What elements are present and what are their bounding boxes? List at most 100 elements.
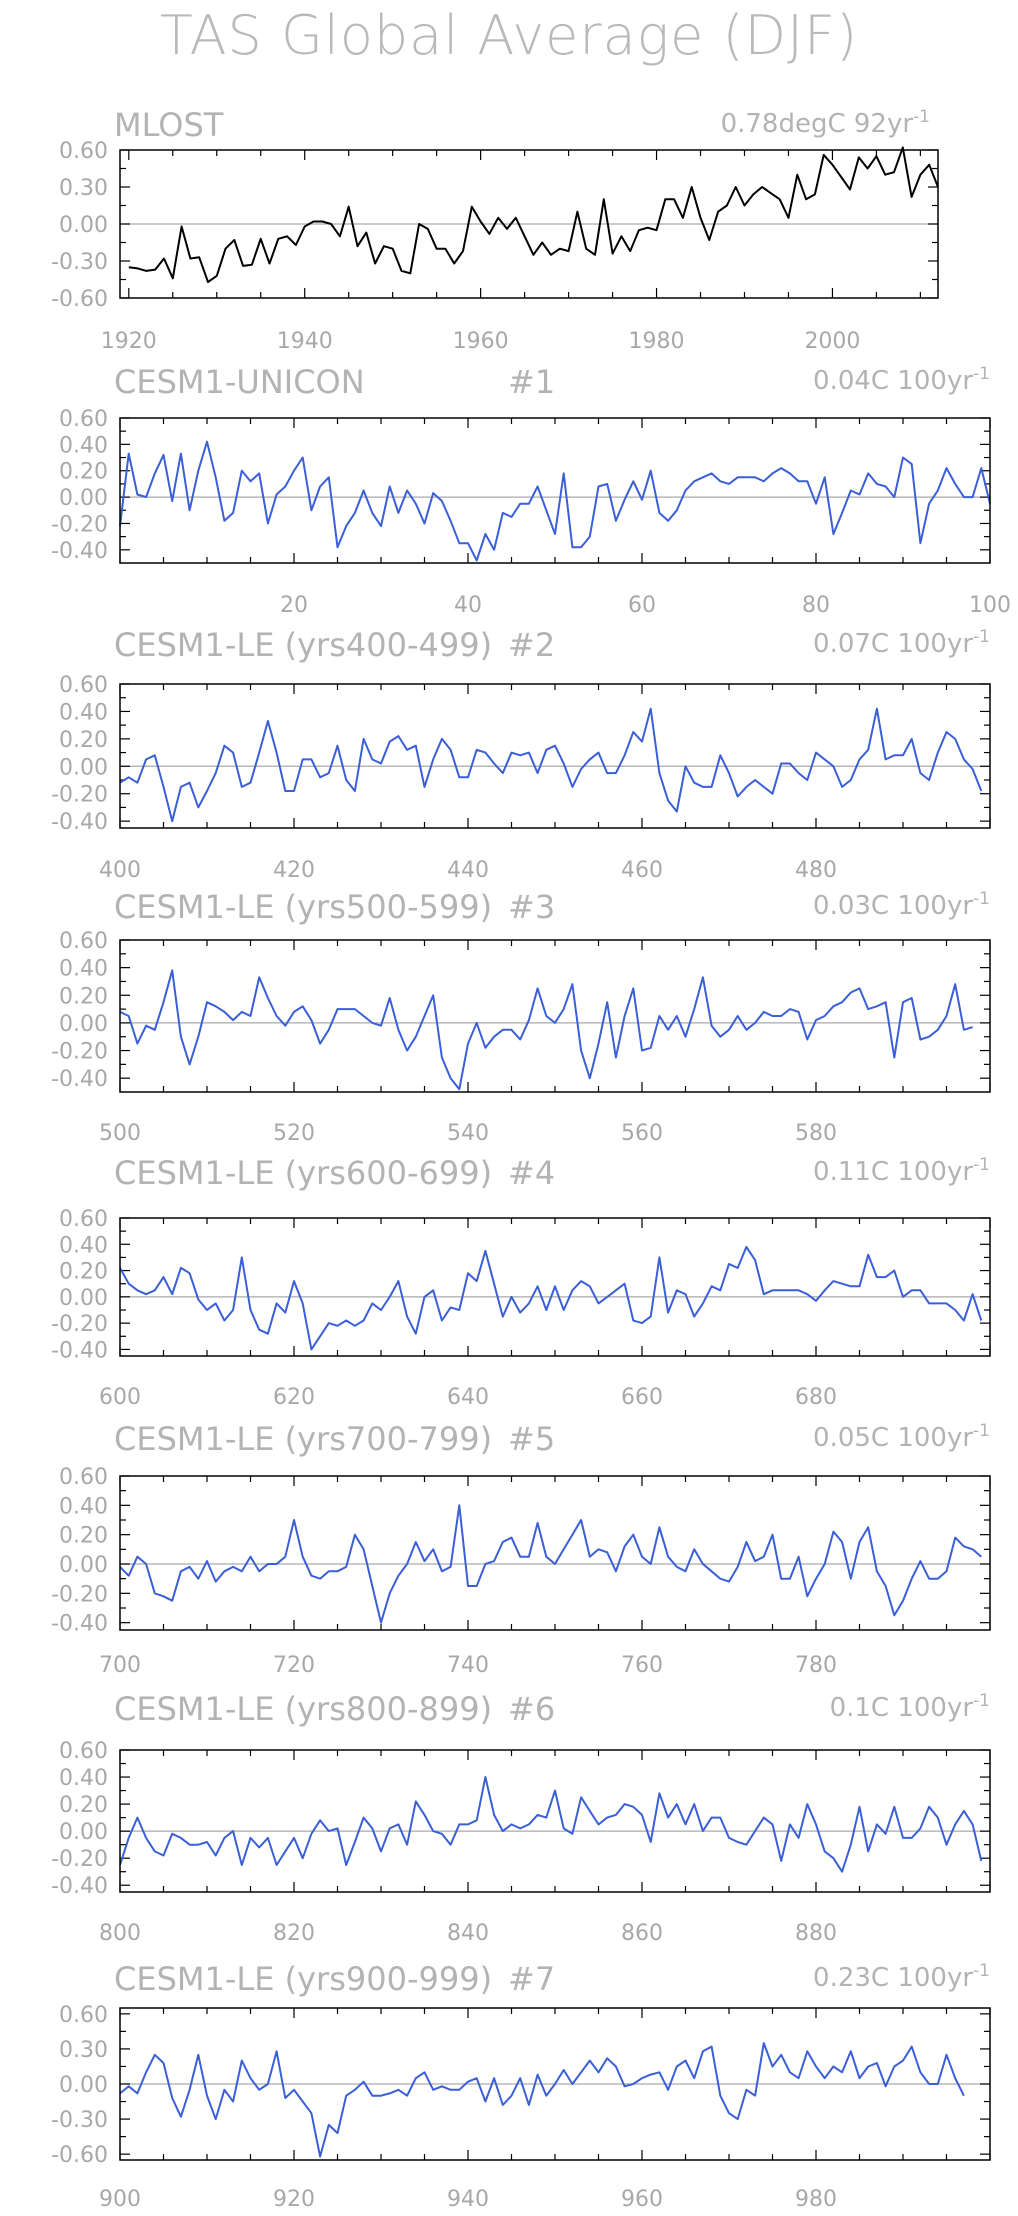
panel-8: CESM1-LE (yrs900-999) #7 0.23C 100yr-1 0.60… bbox=[51, 1960, 991, 2212]
y-tick-label: 0.00 bbox=[59, 486, 108, 511]
x-tick-label: 40 bbox=[454, 593, 482, 618]
x-tick-label: 2000 bbox=[804, 329, 860, 354]
y-tick-label: 0.60 bbox=[59, 139, 108, 164]
x-tick-label: 1980 bbox=[629, 329, 685, 354]
x-tick-label: 1960 bbox=[453, 329, 509, 354]
panel-title: CESM1-LE (yrs400-499) bbox=[114, 626, 492, 664]
panel-run-label: #7 bbox=[508, 1960, 555, 1998]
panel-trend: 0.11C 100yr-1 bbox=[813, 1155, 990, 1187]
panel-title: MLOST bbox=[114, 106, 224, 144]
y-tick-label: 0.20 bbox=[59, 460, 108, 485]
y-tick-label: -0.40 bbox=[51, 1612, 108, 1637]
y-tick-label: 0.40 bbox=[59, 700, 108, 725]
y-tick-label: 0.20 bbox=[59, 1793, 108, 1818]
y-tick-label: 0.00 bbox=[59, 1012, 108, 1037]
y-tick-label: 0.60 bbox=[59, 1465, 108, 1490]
y-tick-label: -0.40 bbox=[51, 1874, 108, 1899]
panel-1: MLOST 0.78degC 92yr-1 0.60 0.30 0.00 -0.30 -0.… bbox=[51, 106, 939, 354]
x-tick-label: 100 bbox=[969, 593, 1011, 618]
y-tick-label: 0.60 bbox=[59, 1739, 108, 1764]
panel-run-label: #2 bbox=[508, 626, 555, 664]
x-tick-label: 760 bbox=[621, 1653, 663, 1678]
x-tick-label: 60 bbox=[628, 593, 656, 618]
panel-trend: 0.1C 100yr-1 bbox=[830, 1691, 990, 1723]
x-tick-label: 860 bbox=[621, 1921, 663, 1946]
panel-trend: 0.04C 100yr-1 bbox=[813, 364, 990, 396]
panel-trend: 0.03C 100yr-1 bbox=[813, 889, 990, 921]
y-tick-label: 0.40 bbox=[59, 433, 108, 458]
x-tick-label: 700 bbox=[99, 1653, 141, 1678]
y-tick-label: -0.20 bbox=[51, 512, 108, 537]
panel-run-label: #6 bbox=[508, 1690, 555, 1728]
x-tick-label: 680 bbox=[795, 1385, 837, 1410]
x-tick-label: 560 bbox=[621, 1121, 663, 1146]
plot-frame bbox=[119, 1475, 991, 1631]
x-tick-label: 780 bbox=[795, 1653, 837, 1678]
panel-3: CESM1-LE (yrs400-499) #2 0.07C 100yr-1 0.60… bbox=[51, 626, 991, 883]
x-tick-label: 960 bbox=[621, 2187, 663, 2212]
y-tick-label: 0.60 bbox=[59, 929, 108, 954]
x-tick-label: 880 bbox=[795, 1921, 837, 1946]
x-tick-label: 460 bbox=[621, 858, 663, 883]
series-line bbox=[128, 146, 939, 283]
y-tick-label: 0.40 bbox=[59, 1766, 108, 1791]
x-tick-label: 600 bbox=[99, 1385, 141, 1410]
panel-title: CESM1-LE (yrs500-599) bbox=[114, 888, 492, 926]
x-tick-label: 520 bbox=[273, 1121, 315, 1146]
y-tick-label: 0.60 bbox=[59, 2003, 108, 2028]
x-tick-label: 940 bbox=[447, 2187, 489, 2212]
panel-trend: 0.07C 100yr-1 bbox=[813, 627, 990, 659]
plot-frame bbox=[119, 1217, 991, 1357]
plot-frame bbox=[119, 417, 991, 564]
y-tick-label: 0.30 bbox=[59, 176, 108, 201]
panel-trend: 0.05C 100yr-1 bbox=[813, 1421, 990, 1453]
x-tick-label: 1940 bbox=[277, 329, 333, 354]
panel-title: CESM1-LE (yrs800-899) bbox=[114, 1690, 492, 1728]
y-tick-label: -0.30 bbox=[51, 2108, 108, 2133]
y-tick-label: 0.20 bbox=[59, 1524, 108, 1549]
y-tick-label: 0.00 bbox=[59, 1553, 108, 1578]
y-tick-label: -0.20 bbox=[51, 1582, 108, 1607]
panel-run-label: #4 bbox=[508, 1154, 555, 1192]
x-tick-label: 800 bbox=[99, 1921, 141, 1946]
x-tick-label: 440 bbox=[447, 858, 489, 883]
series-line bbox=[119, 440, 991, 562]
y-tick-label: -0.60 bbox=[51, 287, 108, 312]
y-tick-label: -0.40 bbox=[51, 810, 108, 835]
y-tick-label: -0.20 bbox=[51, 783, 108, 808]
series-line bbox=[119, 969, 973, 1091]
x-tick-label: 980 bbox=[795, 2187, 837, 2212]
plot-frame bbox=[119, 149, 939, 299]
x-tick-label: 500 bbox=[99, 1121, 141, 1146]
panel-2: CESM1-UNICON #1 0.04C 100yr-1 0.600.400.200… bbox=[51, 363, 1011, 618]
plot-frame bbox=[119, 939, 991, 1093]
panel-run-label: #3 bbox=[508, 888, 555, 926]
y-tick-label: 0.00 bbox=[59, 755, 108, 780]
y-tick-label: 0.20 bbox=[59, 728, 108, 753]
plot-frame bbox=[119, 1749, 991, 1893]
panel-7: CESM1-LE (yrs800-899) #6 0.1C 100yr-10.600… bbox=[51, 1690, 991, 1946]
panel-title: CESM1-UNICON bbox=[114, 363, 365, 401]
x-tick-label: 720 bbox=[273, 1653, 315, 1678]
x-tick-label: 740 bbox=[447, 1653, 489, 1678]
x-tick-label: 660 bbox=[621, 1385, 663, 1410]
y-tick-label: 0.30 bbox=[59, 2038, 108, 2063]
x-tick-label: 900 bbox=[99, 2187, 141, 2212]
x-tick-label: 920 bbox=[273, 2187, 315, 2212]
y-tick-label: 0.00 bbox=[59, 213, 108, 238]
y-tick-label: -0.20 bbox=[51, 1847, 108, 1872]
panel-trend: 0.78degC 92yr-1 bbox=[721, 107, 930, 139]
series-line bbox=[119, 1776, 983, 1873]
y-tick-label: 0.60 bbox=[59, 673, 108, 698]
panel-trend: 0.23C 100yr-1 bbox=[813, 1961, 990, 1993]
x-tick-label: 80 bbox=[802, 593, 830, 618]
panel-4: CESM1-LE (yrs500-599) #3 0.03C 100yr-1 0.60… bbox=[51, 888, 991, 1146]
y-tick-label: -0.40 bbox=[51, 1338, 108, 1363]
panel-title: CESM1-LE (yrs700-799) bbox=[114, 1420, 492, 1458]
y-tick-label: -0.20 bbox=[51, 1040, 108, 1065]
series-line bbox=[119, 707, 983, 823]
x-tick-label: 580 bbox=[795, 1121, 837, 1146]
y-tick-label: 0.20 bbox=[59, 1260, 108, 1285]
y-tick-label: 0.20 bbox=[59, 984, 108, 1009]
